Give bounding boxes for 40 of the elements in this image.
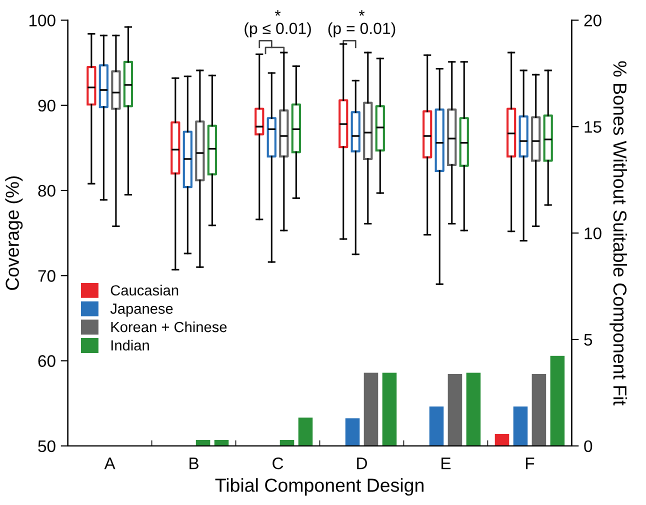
bar (448, 374, 462, 446)
bar (298, 418, 313, 446)
y-axis-title: Coverage (%) (5, 176, 23, 290)
x-axis-title: Tibial Component Design (215, 478, 424, 496)
y-tick-label: 90 (38, 100, 56, 112)
y2-tick-label: 5 (584, 334, 592, 346)
legend-label: Indian (111, 340, 149, 351)
bar (513, 406, 528, 446)
y-tick-label: 100 (29, 14, 56, 26)
bar (466, 372, 481, 446)
y2-axis-title: % Bones Without Suitable Component Fit (610, 61, 628, 406)
x-tick-label: F (526, 458, 534, 470)
text: * (274, 10, 281, 16)
bar (532, 374, 546, 446)
x-tick-label: B (190, 458, 198, 470)
legend-label: Japanese (110, 304, 173, 317)
x-tick-label: E (442, 458, 451, 470)
bar (494, 434, 510, 446)
y2-tick-label: 10 (584, 227, 602, 240)
text: * (358, 10, 365, 16)
bar (214, 440, 229, 446)
bar (429, 406, 444, 446)
x-tick-label: C (272, 457, 284, 470)
y2-tick-label: 20 (584, 14, 602, 26)
annotation: (p ≤ 0.01) (244, 22, 311, 38)
bar (382, 372, 397, 446)
y-tick-label: 60 (38, 355, 56, 367)
legend-label: Korean + Chinese (111, 321, 227, 332)
bar (550, 356, 565, 446)
y2-tick-label: 0 (584, 440, 592, 452)
y-tick-label: 50 (38, 440, 56, 452)
annotation: (p = 0.01) (328, 22, 396, 38)
bar (364, 372, 378, 446)
bar (345, 418, 360, 446)
x-tick-label: A (104, 458, 116, 470)
y-tick-label: 80 (38, 184, 56, 197)
legend-label: Caucasian (110, 284, 178, 296)
y2-tick-label: 15 (584, 121, 602, 133)
x-tick-label: D (357, 458, 367, 470)
y-tick-label: 70 (38, 270, 56, 282)
